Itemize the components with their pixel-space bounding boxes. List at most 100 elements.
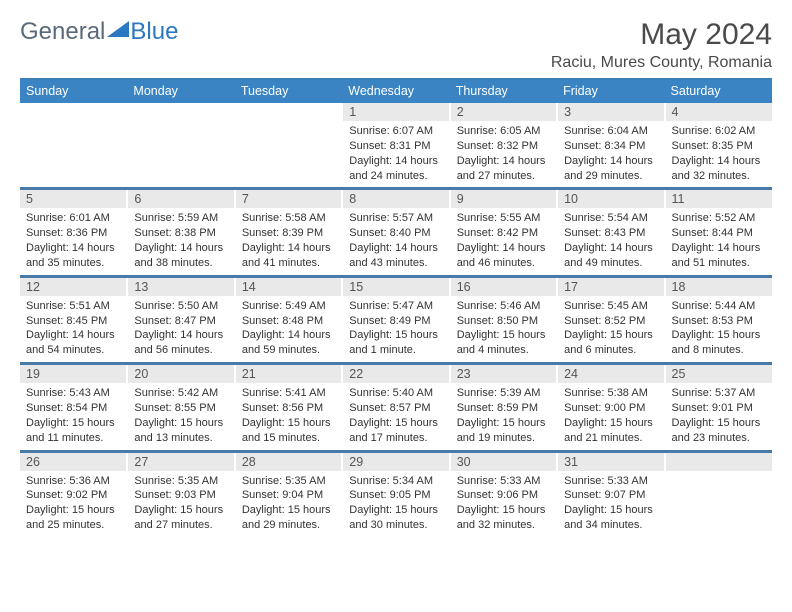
day-body-cell: Sunrise: 5:46 AMSunset: 8:50 PMDaylight:… [450, 296, 557, 362]
day-body-cell: Sunrise: 5:36 AMSunset: 9:02 PMDaylight:… [20, 471, 127, 537]
day-number-cell: 21 [235, 365, 342, 383]
weekday-fri: Friday [557, 79, 664, 103]
day-number-cell: 19 [20, 365, 127, 383]
daylight-line: Daylight: 15 hours and 15 minutes. [242, 416, 335, 446]
sunset-line: Sunset: 8:45 PM [26, 314, 120, 329]
day-number-cell [20, 103, 127, 121]
sunset-line: Sunset: 9:05 PM [349, 488, 442, 503]
logo-text-general: General [20, 18, 105, 46]
day-body-cell: Sunrise: 5:33 AMSunset: 9:06 PMDaylight:… [450, 471, 557, 537]
weekday-mon: Monday [127, 79, 234, 103]
sunrise-line: Sunrise: 5:37 AM [672, 386, 766, 401]
weekday-tue: Tuesday [235, 79, 342, 103]
sunset-line: Sunset: 8:59 PM [457, 401, 550, 416]
day-body-cell: Sunrise: 5:45 AMSunset: 8:52 PMDaylight:… [557, 296, 664, 362]
day-number-cell: 16 [450, 278, 557, 296]
daylight-line: Daylight: 14 hours and 32 minutes. [672, 154, 766, 184]
day-number-cell: 13 [127, 278, 234, 296]
sunrise-line: Sunrise: 5:47 AM [349, 299, 442, 314]
daylight-line: Daylight: 15 hours and 13 minutes. [134, 416, 227, 446]
sunrise-line: Sunrise: 5:40 AM [349, 386, 442, 401]
day-body-cell: Sunrise: 5:50 AMSunset: 8:47 PMDaylight:… [127, 296, 234, 362]
sunset-line: Sunset: 8:56 PM [242, 401, 335, 416]
day-number-cell: 30 [450, 453, 557, 471]
day-body-cell: Sunrise: 5:34 AMSunset: 9:05 PMDaylight:… [342, 471, 449, 537]
day-number-cell [127, 103, 234, 121]
daylight-line: Daylight: 15 hours and 23 minutes. [672, 416, 766, 446]
day-number-cell [235, 103, 342, 121]
daylight-line: Daylight: 14 hours and 49 minutes. [564, 241, 657, 271]
daylight-line: Daylight: 14 hours and 35 minutes. [26, 241, 120, 271]
day-body-cell [127, 121, 234, 187]
day-number-cell: 25 [665, 365, 772, 383]
day-body-cell: Sunrise: 5:54 AMSunset: 8:43 PMDaylight:… [557, 208, 664, 274]
daylight-line: Daylight: 15 hours and 17 minutes. [349, 416, 442, 446]
day-number-cell: 15 [342, 278, 449, 296]
sunrise-line: Sunrise: 6:05 AM [457, 124, 550, 139]
sunrise-line: Sunrise: 5:41 AM [242, 386, 335, 401]
daylight-line: Daylight: 14 hours and 46 minutes. [457, 241, 550, 271]
day-number-cell: 12 [20, 278, 127, 296]
day-number-row: 567891011 [20, 190, 772, 208]
sunrise-line: Sunrise: 5:33 AM [564, 474, 657, 489]
day-body-cell: Sunrise: 6:05 AMSunset: 8:32 PMDaylight:… [450, 121, 557, 187]
day-number-cell: 20 [127, 365, 234, 383]
day-body-cell: Sunrise: 5:41 AMSunset: 8:56 PMDaylight:… [235, 383, 342, 449]
day-number-cell: 23 [450, 365, 557, 383]
logo-triangle-icon [107, 18, 129, 46]
logo-text-blue: Blue [130, 18, 178, 46]
day-body-cell: Sunrise: 5:59 AMSunset: 8:38 PMDaylight:… [127, 208, 234, 274]
day-body-row: Sunrise: 6:07 AMSunset: 8:31 PMDaylight:… [20, 121, 772, 187]
day-number-cell: 10 [557, 190, 664, 208]
day-body-cell [665, 471, 772, 537]
sunset-line: Sunset: 8:32 PM [457, 139, 550, 154]
daylight-line: Daylight: 14 hours and 38 minutes. [134, 241, 227, 271]
day-number-cell: 31 [557, 453, 664, 471]
day-number-cell: 4 [665, 103, 772, 121]
sunset-line: Sunset: 9:01 PM [672, 401, 766, 416]
sunrise-line: Sunrise: 5:36 AM [26, 474, 120, 489]
weekday-sat: Saturday [665, 79, 772, 103]
sunrise-line: Sunrise: 6:07 AM [349, 124, 442, 139]
sunrise-line: Sunrise: 5:57 AM [349, 211, 442, 226]
day-body-cell [235, 121, 342, 187]
day-number-cell: 9 [450, 190, 557, 208]
sunset-line: Sunset: 8:53 PM [672, 314, 766, 329]
daylight-line: Daylight: 14 hours and 43 minutes. [349, 241, 442, 271]
day-body-cell: Sunrise: 6:01 AMSunset: 8:36 PMDaylight:… [20, 208, 127, 274]
daylight-line: Daylight: 15 hours and 1 minute. [349, 328, 442, 358]
sunrise-line: Sunrise: 5:38 AM [564, 386, 657, 401]
sunrise-line: Sunrise: 5:49 AM [242, 299, 335, 314]
day-number-cell: 2 [450, 103, 557, 121]
sunset-line: Sunset: 8:40 PM [349, 226, 442, 241]
weekday-wed: Wednesday [342, 79, 449, 103]
sunrise-line: Sunrise: 5:54 AM [564, 211, 657, 226]
day-number-row: 19202122232425 [20, 365, 772, 383]
calendar-table: Sunday Monday Tuesday Wednesday Thursday… [20, 78, 772, 537]
daylight-line: Daylight: 15 hours and 8 minutes. [672, 328, 766, 358]
weekday-thu: Thursday [450, 79, 557, 103]
daylight-line: Daylight: 15 hours and 4 minutes. [457, 328, 550, 358]
day-number-row: 262728293031 [20, 453, 772, 471]
daylight-line: Daylight: 14 hours and 27 minutes. [457, 154, 550, 184]
day-body-cell: Sunrise: 5:35 AMSunset: 9:04 PMDaylight:… [235, 471, 342, 537]
location-subtitle: Raciu, Mures County, Romania [551, 54, 772, 72]
sunset-line: Sunset: 8:44 PM [672, 226, 766, 241]
day-number-cell: 1 [342, 103, 449, 121]
month-title: May 2024 [551, 18, 772, 52]
day-number-cell: 18 [665, 278, 772, 296]
day-body-cell: Sunrise: 5:43 AMSunset: 8:54 PMDaylight:… [20, 383, 127, 449]
sunrise-line: Sunrise: 6:02 AM [672, 124, 766, 139]
sunset-line: Sunset: 9:06 PM [457, 488, 550, 503]
sunrise-line: Sunrise: 5:33 AM [457, 474, 550, 489]
sunrise-line: Sunrise: 5:39 AM [457, 386, 550, 401]
day-number-cell: 7 [235, 190, 342, 208]
sunrise-line: Sunrise: 5:55 AM [457, 211, 550, 226]
sunset-line: Sunset: 8:50 PM [457, 314, 550, 329]
sunrise-line: Sunrise: 5:58 AM [242, 211, 335, 226]
day-body-cell: Sunrise: 6:07 AMSunset: 8:31 PMDaylight:… [342, 121, 449, 187]
day-number-cell: 14 [235, 278, 342, 296]
daylight-line: Daylight: 15 hours and 25 minutes. [26, 503, 120, 533]
day-number-row: 1234 [20, 103, 772, 121]
daylight-line: Daylight: 15 hours and 30 minutes. [349, 503, 442, 533]
